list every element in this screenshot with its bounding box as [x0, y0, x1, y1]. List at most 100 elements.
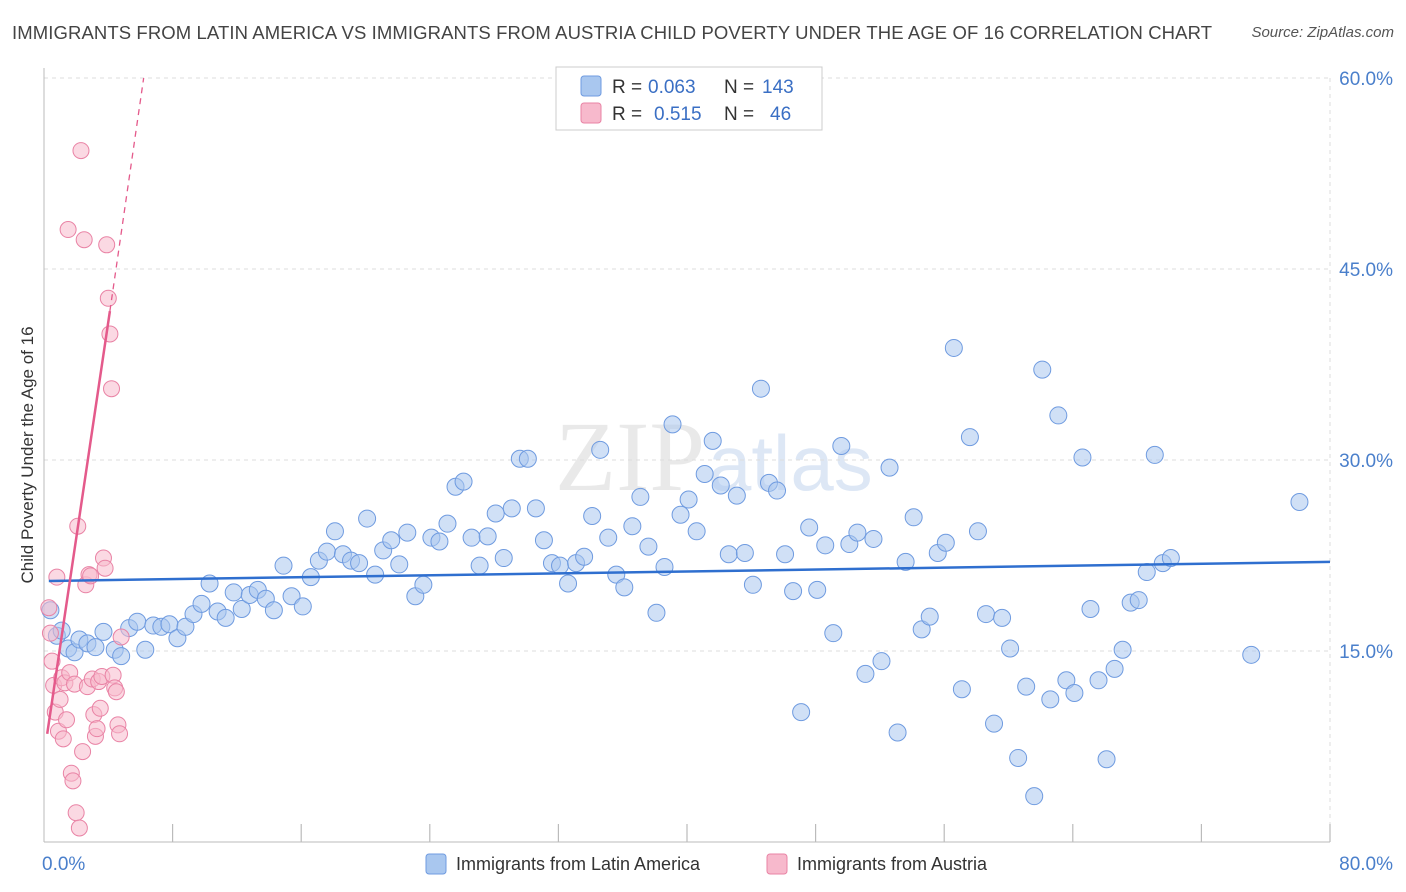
point-latin-america: [398, 523, 417, 542]
point-latin-america: [216, 608, 235, 627]
legend-r-label-pink: R =: [612, 104, 642, 125]
point-latin-america: [1081, 599, 1100, 618]
point-latin-america: [1105, 659, 1124, 678]
point-latin-america: [1049, 406, 1068, 425]
point-latin-america: [880, 458, 899, 477]
point-latin-america: [952, 680, 971, 699]
point-austria: [43, 652, 61, 670]
point-latin-america: [784, 582, 803, 601]
point-austria: [58, 711, 76, 729]
series-legend: Immigrants from Latin America Immigrants…: [425, 853, 988, 875]
point-austria: [75, 231, 93, 249]
point-latin-america: [856, 664, 875, 683]
point-latin-america: [888, 723, 907, 742]
y-tick-label: 15.0%: [1339, 642, 1393, 663]
point-latin-america: [639, 537, 658, 556]
bottom-legend-label-pink: Immigrants from Austria: [797, 854, 988, 874]
legend-r-value-blue: 0.063: [648, 77, 696, 98]
legend-r-value-pink: 0.515: [654, 104, 702, 125]
point-austria: [101, 325, 119, 343]
trendlines: [45, 77, 1331, 734]
point-latin-america: [526, 499, 545, 518]
point-latin-america: [1017, 677, 1036, 696]
point-latin-america: [912, 620, 931, 639]
point-latin-america: [1009, 748, 1028, 767]
point-latin-america: [993, 608, 1012, 627]
point-latin-america: [824, 624, 843, 643]
point-latin-america: [1097, 750, 1116, 769]
point-latin-america: [687, 522, 706, 541]
point-austria: [103, 380, 121, 398]
point-latin-america: [719, 545, 738, 564]
point-latin-america: [176, 617, 195, 636]
point-latin-america: [1089, 671, 1108, 690]
grid-lines: [44, 77, 1331, 842]
point-latin-america: [808, 580, 827, 599]
x-tick-label: 80.0%: [1339, 854, 1393, 875]
point-latin-america: [936, 533, 955, 552]
point-latin-america: [390, 555, 409, 574]
point-latin-america: [317, 542, 336, 561]
legend-r-label-blue: R =: [612, 77, 642, 98]
point-latin-america: [192, 594, 211, 613]
x-tick-label: 0.0%: [42, 854, 85, 875]
point-latin-america: [534, 531, 553, 550]
trendline-austria: [45, 310, 112, 734]
point-latin-america: [711, 476, 730, 495]
legend-n-value-pink: 46: [770, 104, 791, 125]
point-latin-america: [599, 528, 618, 547]
point-latin-america: [695, 465, 714, 484]
point-austria: [51, 690, 69, 708]
trendline-latin-america: [48, 560, 1331, 583]
point-latin-america: [282, 587, 301, 606]
point-austria: [96, 559, 114, 577]
point-latin-america: [792, 703, 811, 722]
point-latin-america: [960, 428, 979, 447]
point-latin-america: [1065, 684, 1084, 703]
point-latin-america: [136, 640, 155, 659]
point-latin-america: [478, 527, 497, 546]
point-latin-america: [735, 543, 754, 562]
point-latin-america: [1161, 549, 1180, 568]
point-latin-america: [1129, 591, 1148, 610]
chart-title: IMMIGRANTS FROM LATIN AMERICA VS IMMIGRA…: [12, 22, 1213, 43]
bottom-legend-swatch-pink: [766, 853, 788, 875]
point-latin-america: [904, 508, 923, 527]
point-latin-america: [274, 556, 293, 575]
point-latin-america: [751, 379, 770, 398]
point-austria: [91, 699, 109, 717]
point-latin-america: [679, 490, 698, 509]
bottom-legend-label-blue: Immigrants from Latin America: [456, 854, 701, 874]
point-latin-america: [944, 338, 963, 357]
point-latin-america: [800, 518, 819, 537]
point-latin-america: [224, 583, 243, 602]
point-latin-america: [832, 436, 851, 455]
point-latin-america: [743, 575, 762, 594]
point-latin-america: [1113, 640, 1132, 659]
point-latin-america: [1041, 690, 1060, 709]
point-latin-america: [438, 514, 457, 533]
source-label: Source: ZipAtlas.com: [1251, 24, 1394, 41]
point-latin-america: [647, 603, 666, 622]
point-austria: [41, 624, 59, 642]
point-austria: [88, 720, 106, 738]
point-latin-america: [575, 547, 594, 566]
point-latin-america: [920, 607, 939, 626]
point-latin-america: [607, 565, 626, 584]
y-tick-label: 30.0%: [1339, 451, 1393, 472]
point-austria: [112, 628, 130, 646]
point-austria: [40, 599, 58, 617]
point-latin-america: [1073, 448, 1092, 467]
point-latin-america: [703, 431, 722, 450]
point-latin-america: [623, 517, 642, 536]
point-austria: [48, 568, 66, 586]
point-latin-america: [1057, 671, 1076, 690]
y-axis-title: Child Poverty Under the Age of 16: [18, 326, 37, 583]
point-latin-america: [671, 505, 690, 524]
point-latin-america: [86, 638, 105, 657]
point-latin-america: [776, 545, 795, 564]
point-latin-america: [518, 449, 537, 468]
point-latin-america: [768, 481, 787, 500]
legend-n-value-blue: 143: [762, 77, 794, 98]
